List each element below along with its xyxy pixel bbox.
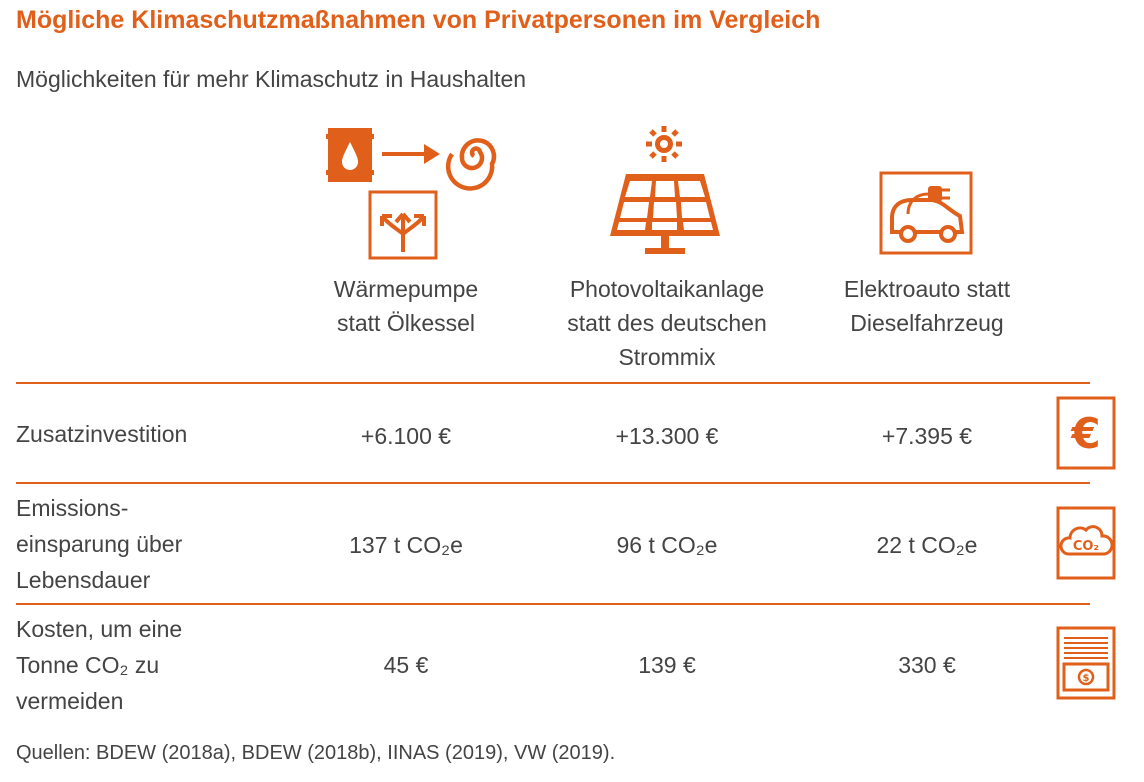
oil-barrel-icon	[326, 128, 374, 182]
heat-spiral-icon	[445, 138, 497, 191]
table-cell: 139 €	[638, 652, 696, 678]
table-cell: +13.300 €	[615, 423, 719, 449]
chart-subtitle: Möglichkeiten für mehr Klimaschutz in Ha…	[16, 66, 527, 92]
row-label-line: Tonne CO₂ zu	[16, 652, 160, 678]
heat-pump-icon	[326, 124, 506, 276]
column-label-line: Dieselfahrzeug	[850, 310, 1004, 336]
column-label-heat-pump: Wärmepumpe statt Ölkessel	[276, 272, 536, 340]
svg-text:CO₂: CO₂	[1073, 539, 1099, 554]
row-label-line: Lebensdauer	[16, 567, 151, 593]
panel-grid-icon	[610, 174, 720, 254]
euro-icon: €	[1056, 396, 1116, 470]
electric-car-icon	[878, 170, 974, 256]
table-cell: 330 €	[898, 652, 956, 678]
row-label-abatement-cost: Kosten, um eine Tonne CO₂ zu vermeiden	[16, 611, 182, 719]
arrow-right-icon	[382, 144, 440, 164]
column-label-photovoltaic: Photovoltaikanlage statt des deutschen S…	[537, 272, 797, 374]
svg-text:€: €	[1070, 409, 1100, 458]
divider-line	[16, 603, 1090, 605]
row-label-investment: Zusatzinvestition	[16, 416, 187, 452]
column-label-line: statt des deutschen	[567, 310, 767, 336]
source-note: Quellen: BDEW (2018a), BDEW (2018b), IIN…	[16, 742, 616, 764]
table-cell: 22 t CO₂e	[876, 532, 978, 558]
divider-line	[16, 482, 1090, 484]
row-label-line: Emissions-	[16, 495, 129, 521]
svg-text:$: $	[1083, 673, 1090, 684]
table-cell: 96 t CO₂e	[616, 532, 718, 558]
column-label-line: statt Ölkessel	[336, 310, 476, 336]
table-cell: +6.100 €	[360, 423, 452, 449]
chart-title: Mögliche Klimaschutzmaßnahmen von Privat…	[16, 6, 821, 34]
table-cell: 137 t CO₂e	[349, 532, 463, 558]
column-label-line: Elektroauto statt	[843, 276, 1011, 302]
row-label-line: Kosten, um eine	[16, 616, 183, 642]
divider-line	[16, 382, 1090, 384]
row-label-line: vermeiden	[16, 688, 124, 714]
column-label-line: Wärmepumpe	[333, 276, 479, 302]
row-label-line: Zusatzinvestition	[16, 421, 188, 447]
table-cell: +7.395 €	[881, 423, 973, 449]
options-arrows-icon	[368, 190, 438, 260]
column-label-line: Photovoltaikanlage	[569, 276, 765, 302]
column-label-line: Strommix	[618, 344, 716, 370]
column-label-electric-car: Elektroauto statt Dieselfahrzeug	[797, 272, 1057, 340]
solar-panel-icon	[600, 124, 730, 264]
co2-cloud-icon: CO₂	[1056, 506, 1116, 580]
row-label-line: einsparung über	[16, 531, 183, 557]
row-label-emissions: Emissions- einsparung über Lebensdauer	[16, 490, 182, 598]
table-cell: 45 €	[383, 652, 429, 678]
sun-icon	[646, 126, 682, 162]
money-stack-icon: $	[1056, 626, 1116, 700]
